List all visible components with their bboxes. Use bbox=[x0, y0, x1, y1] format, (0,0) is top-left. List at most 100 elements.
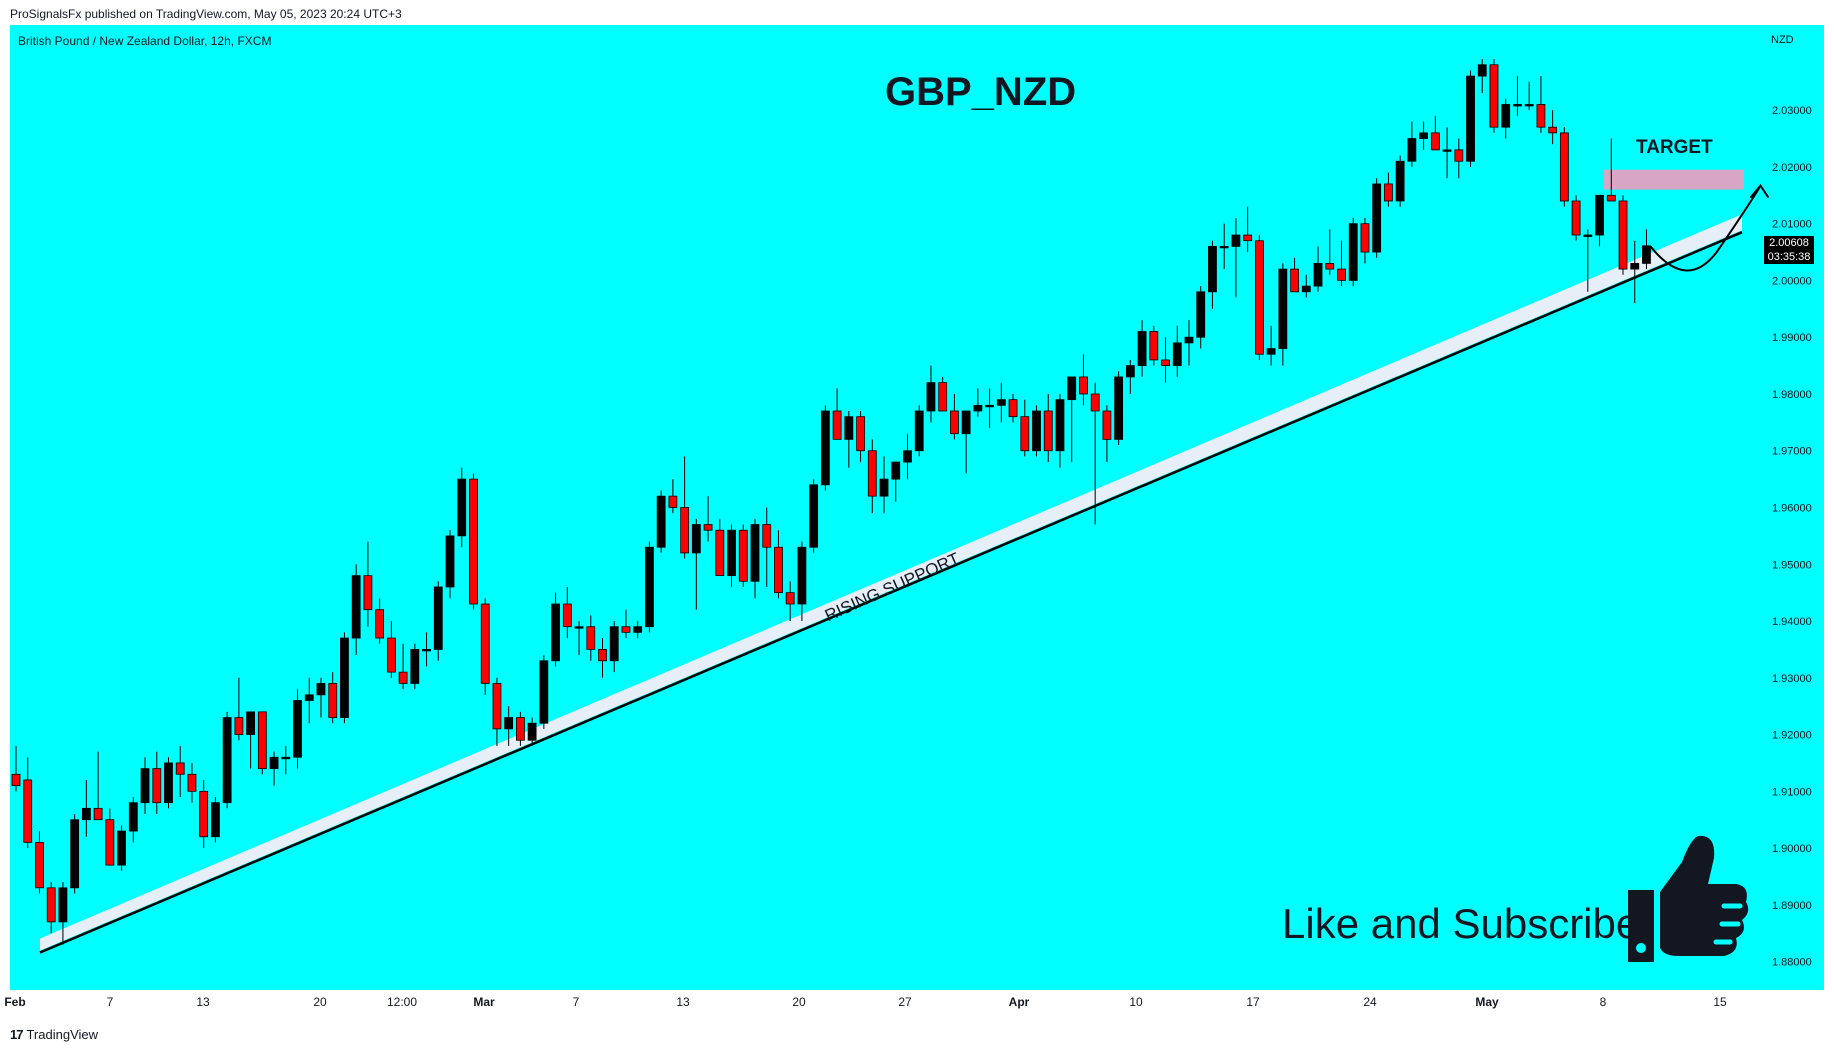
candle-body bbox=[1501, 104, 1511, 128]
time-tick-label: Feb bbox=[4, 995, 25, 1009]
candle-body bbox=[1125, 365, 1135, 378]
candle-body bbox=[1313, 263, 1323, 287]
candle-body bbox=[797, 546, 807, 605]
candle-body bbox=[1266, 348, 1276, 355]
candle-body bbox=[246, 711, 256, 735]
price-tick-label: 1.96000 bbox=[1772, 503, 1812, 515]
price-tick-label: 2.03000 bbox=[1772, 105, 1812, 117]
candle-body bbox=[457, 478, 467, 537]
candle-body bbox=[316, 683, 326, 696]
target-zone bbox=[1604, 169, 1744, 190]
candle-body bbox=[1020, 416, 1030, 452]
rising-support-trendline bbox=[39, 214, 1743, 954]
candle-body bbox=[844, 416, 854, 440]
candle-body bbox=[1137, 331, 1147, 366]
candle-body bbox=[1395, 160, 1405, 202]
price-tick-label: 1.98000 bbox=[1772, 389, 1812, 401]
price-tick-label: 2.00000 bbox=[1772, 275, 1812, 287]
candle-body bbox=[340, 637, 349, 718]
candle-body bbox=[35, 842, 44, 889]
time-tick-label: 10 bbox=[1129, 995, 1143, 1009]
candle-body bbox=[938, 382, 948, 412]
candle-body bbox=[175, 762, 185, 775]
candle-body bbox=[1559, 132, 1569, 202]
price-tick-label: 1.99000 bbox=[1772, 332, 1812, 344]
candle-body bbox=[1243, 234, 1253, 242]
time-axis[interactable]: Feb 7 13 20 12:00 Mar 7 13 20 27 Apr 10 17 24 May 8 15 bbox=[4, 995, 1727, 1009]
candle-body bbox=[1583, 234, 1593, 237]
candle-body bbox=[504, 717, 514, 730]
candle-body bbox=[727, 529, 736, 577]
chart-title-annotation: GBP_NZD bbox=[885, 70, 1077, 114]
price-tick-label: 1.97000 bbox=[1772, 446, 1812, 458]
candle-body bbox=[903, 450, 912, 463]
tradingview-footer[interactable]: 17 TradingView bbox=[10, 1027, 98, 1042]
candle-body bbox=[128, 802, 138, 832]
candle-body bbox=[914, 410, 924, 452]
tradingview-logo-icon: 17 bbox=[10, 1027, 24, 1042]
candle-body bbox=[1055, 399, 1065, 452]
candle-body bbox=[1548, 126, 1558, 134]
candle-body bbox=[985, 404, 994, 408]
candle-body bbox=[715, 529, 725, 577]
candle-body bbox=[1372, 183, 1382, 253]
candle-body bbox=[1325, 263, 1335, 270]
candle-body bbox=[1102, 410, 1112, 440]
candle-body bbox=[527, 722, 537, 741]
candle-body bbox=[832, 410, 842, 440]
candle-body bbox=[304, 694, 314, 701]
candle-body bbox=[645, 546, 654, 628]
candle-body bbox=[234, 717, 244, 735]
candle-body bbox=[950, 410, 959, 435]
candle-body bbox=[1466, 75, 1475, 162]
candle-body bbox=[1254, 240, 1264, 355]
price-tick-label: 1.89000 bbox=[1772, 900, 1812, 912]
candle-body bbox=[1149, 331, 1159, 361]
candle-body bbox=[996, 399, 1006, 406]
candle-body bbox=[738, 529, 748, 582]
time-tick-label: Mar bbox=[473, 995, 495, 1009]
candle-body bbox=[469, 478, 478, 605]
candle-body bbox=[703, 524, 713, 531]
candle-body bbox=[1301, 285, 1311, 293]
candle-body bbox=[1360, 223, 1370, 253]
candle-body bbox=[386, 637, 396, 673]
candle-body bbox=[70, 819, 80, 889]
candle-body bbox=[257, 711, 267, 770]
candle-body bbox=[164, 762, 173, 804]
bar-countdown: 03:35:38 bbox=[1767, 251, 1811, 263]
candle-body bbox=[492, 683, 502, 730]
time-tick-label: 12:00 bbox=[387, 995, 417, 1009]
candle-body bbox=[1172, 342, 1182, 366]
candle-body bbox=[1571, 200, 1581, 236]
candle-body bbox=[46, 887, 56, 923]
candle-body bbox=[856, 416, 865, 452]
candle-body bbox=[762, 524, 772, 548]
candle-body bbox=[926, 382, 936, 412]
candlestick-series bbox=[11, 59, 1651, 945]
candle-body bbox=[1278, 268, 1288, 349]
price-tick-label: 1.95000 bbox=[1772, 559, 1812, 571]
tradingview-brand: TradingView bbox=[26, 1027, 99, 1042]
time-tick-label: 20 bbox=[313, 995, 327, 1009]
candle-body bbox=[1606, 194, 1616, 202]
thumbs-up-icon bbox=[1628, 835, 1749, 962]
price-axis-background bbox=[1765, 25, 1824, 990]
candle-body bbox=[1231, 234, 1241, 247]
candle-body bbox=[809, 484, 819, 548]
time-tick-label: May bbox=[1475, 995, 1499, 1009]
support-line bbox=[39, 231, 1743, 954]
candle-body bbox=[445, 535, 455, 588]
candle-body bbox=[515, 717, 525, 741]
time-tick-label: 7 bbox=[107, 995, 114, 1009]
like-subscribe-text: Like and Subscribe bbox=[1282, 900, 1640, 947]
candle-body bbox=[973, 404, 983, 412]
price-axis[interactable]: 2.03000 2.02000 2.01000 2.00000 1.99000 1.980… bbox=[1772, 105, 1812, 968]
candle-body bbox=[1337, 268, 1346, 281]
candle-body bbox=[23, 779, 33, 843]
candle-body bbox=[1208, 245, 1217, 293]
candle-body bbox=[1442, 149, 1452, 152]
candle-body bbox=[691, 524, 701, 554]
candle-body bbox=[656, 495, 666, 548]
